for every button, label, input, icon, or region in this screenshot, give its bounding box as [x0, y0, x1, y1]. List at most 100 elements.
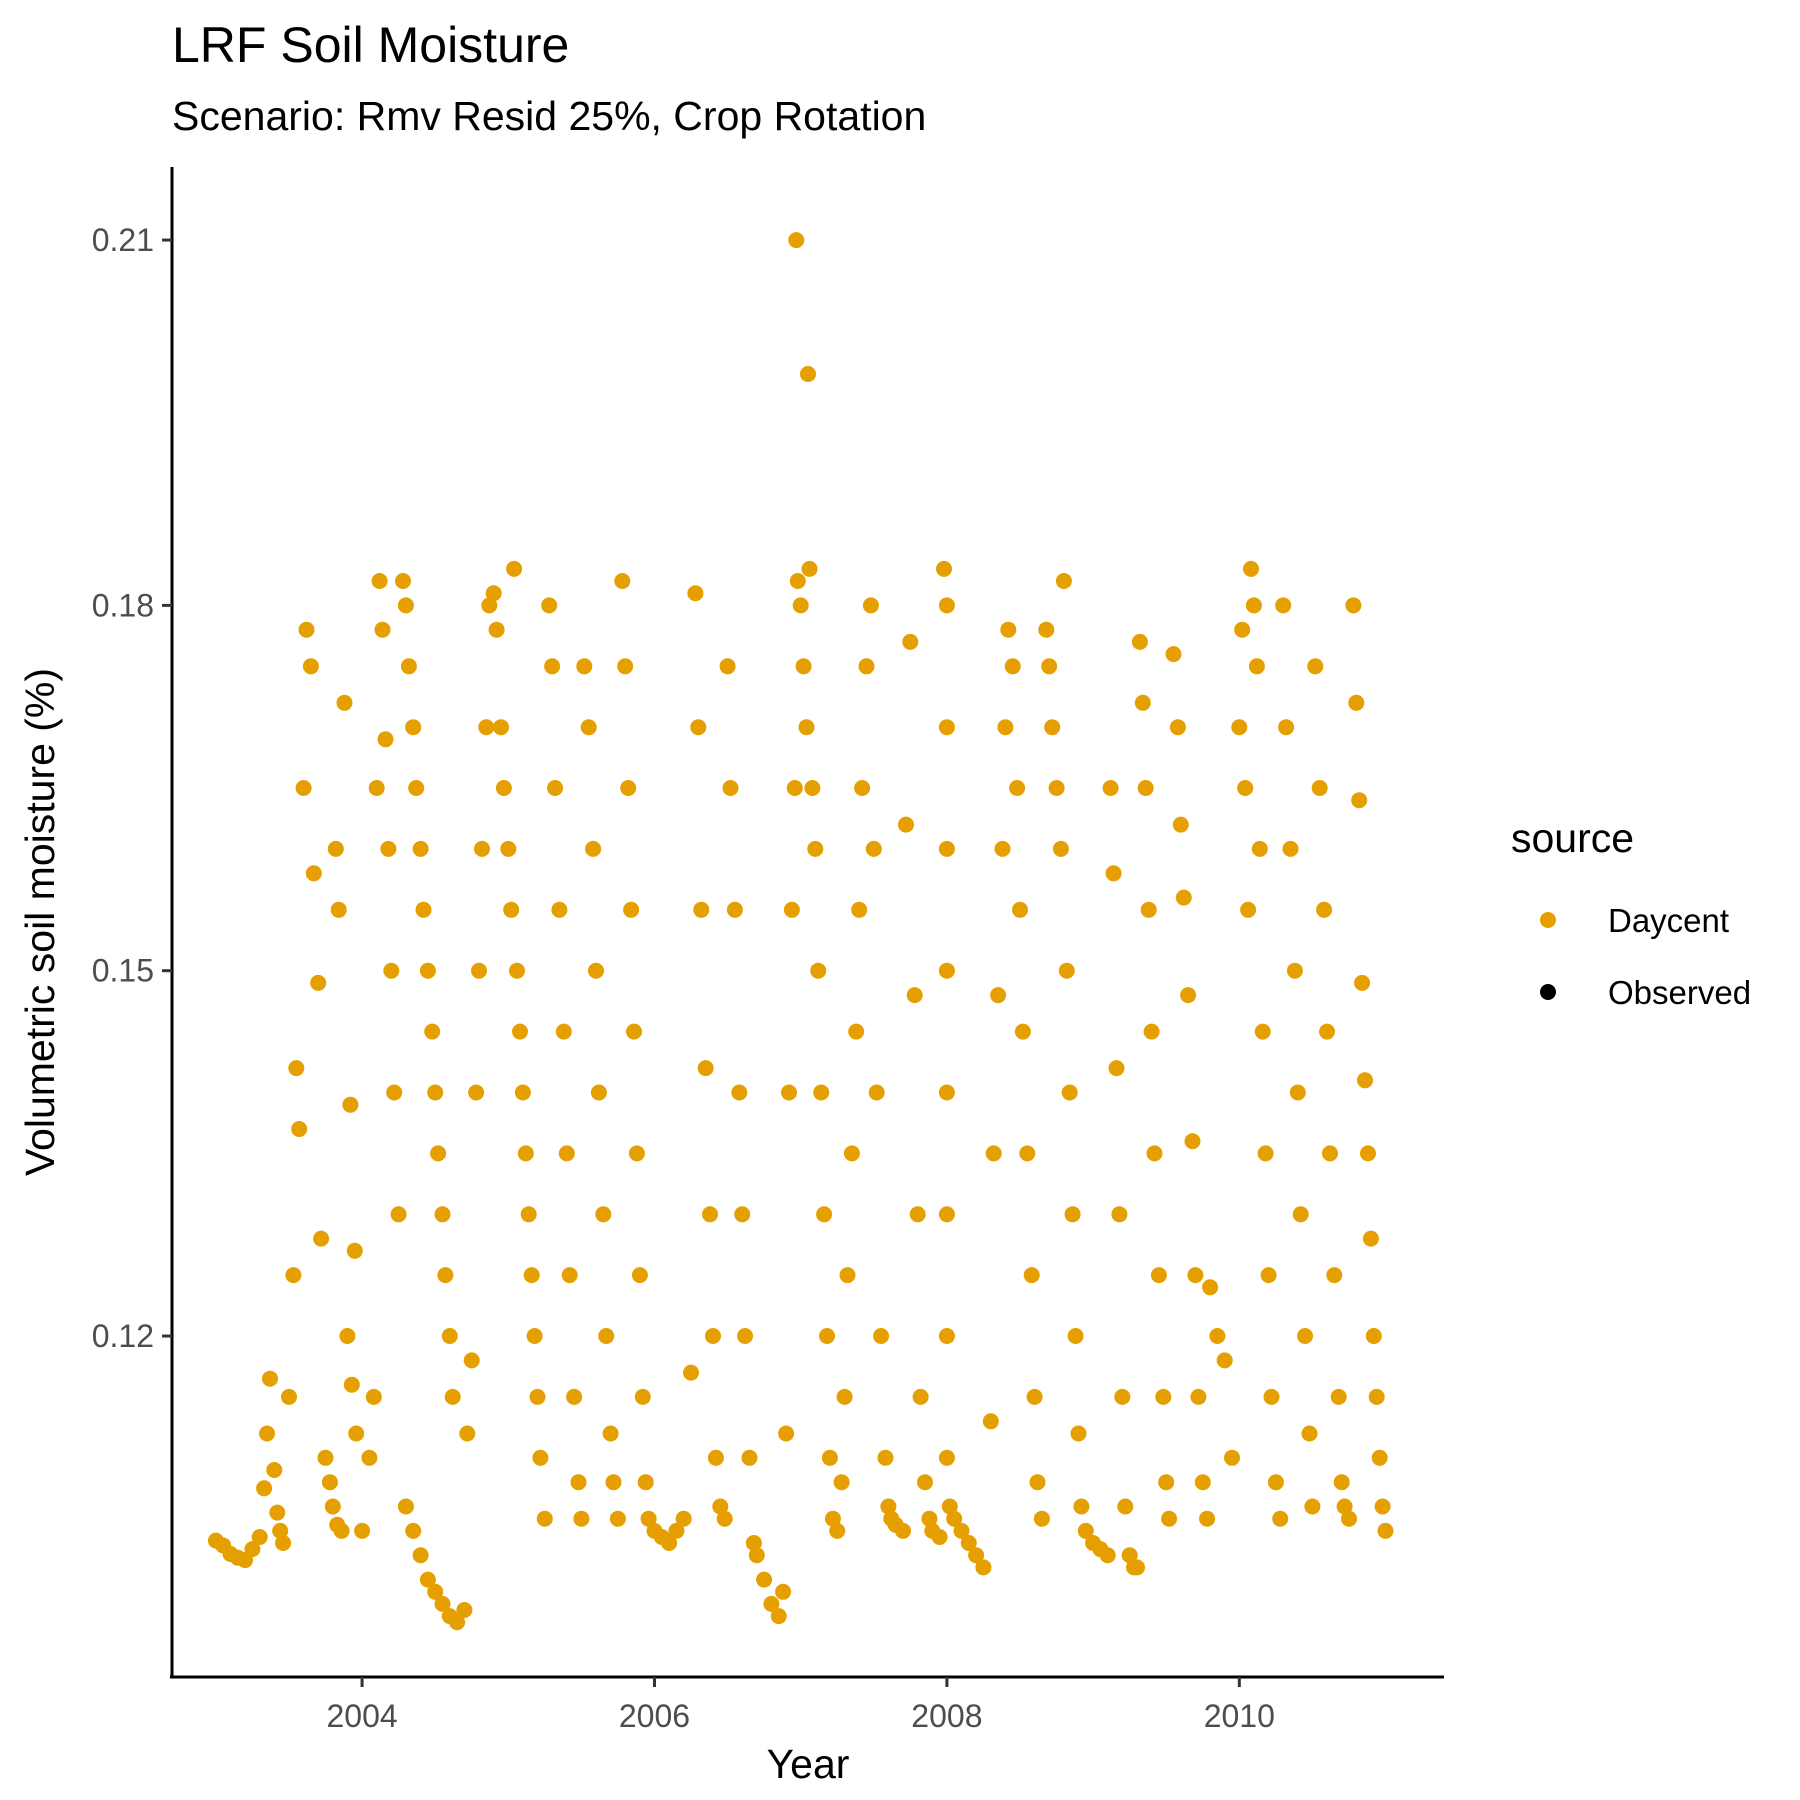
data-point-daycent-285 [1248, 658, 1265, 675]
data-point-daycent-57 [427, 1084, 444, 1101]
data-point-daycent-321 [1371, 1449, 1388, 1466]
data-point-daycent-85 [506, 560, 523, 577]
data-point-daycent-138 [707, 1449, 724, 1466]
chart-subtitle: Scenario: Rmv Resid 25%, Crop Rotation [172, 93, 926, 139]
data-point-daycent-241 [1073, 1498, 1090, 1515]
x-tick-label: 2008 [911, 1698, 982, 1734]
data-point-daycent-308 [1330, 1388, 1347, 1405]
data-point-daycent-10 [266, 1462, 283, 1478]
data-point-daycent-18 [295, 780, 312, 796]
data-point-daycent-226 [1023, 1267, 1040, 1284]
data-point-daycent-59 [434, 1206, 451, 1223]
data-point-daycent-42 [374, 621, 391, 638]
data-point-daycent-22 [310, 974, 327, 991]
data-point-daycent-150 [756, 1571, 773, 1588]
data-point-daycent-195 [912, 1388, 929, 1405]
data-point-daycent-208 [938, 1449, 955, 1466]
data-point-daycent-217 [990, 987, 1007, 1004]
data-point-daycent-8 [259, 1425, 275, 1442]
data-point-daycent-288 [1257, 1145, 1274, 1162]
data-point-daycent-151 [763, 1595, 780, 1612]
data-point-daycent-65 [412, 1547, 429, 1564]
data-point-daycent-246 [1102, 780, 1119, 796]
data-point-daycent-81 [493, 719, 509, 736]
data-point-daycent-124 [637, 1474, 654, 1491]
data-point-daycent-274 [1199, 1510, 1216, 1527]
data-point-daycent-54 [415, 901, 432, 918]
data-point-daycent-238 [1064, 1206, 1081, 1223]
data-point-daycent-34 [330, 901, 347, 918]
data-point-daycent-101 [558, 1145, 575, 1162]
data-point-daycent-52 [408, 780, 425, 796]
data-point-daycent-218 [994, 840, 1011, 857]
data-point-daycent-37 [346, 1242, 363, 1259]
data-point-daycent-71 [456, 1602, 473, 1618]
data-point-daycent-40 [368, 780, 385, 796]
data-point-daycent-212 [960, 1535, 977, 1551]
data-point-daycent-242 [1077, 1522, 1094, 1539]
data-point-daycent-61 [441, 1328, 458, 1344]
data-point-daycent-297 [1289, 1084, 1306, 1101]
data-point-daycent-183 [865, 840, 882, 857]
data-point-daycent-144 [731, 1084, 748, 1101]
data-point-daycent-289 [1260, 1267, 1277, 1284]
data-point-daycent-36 [342, 1096, 359, 1113]
data-point-daycent-148 [745, 1535, 762, 1551]
data-point-daycent-12 [272, 1522, 289, 1539]
data-point-daycent-322 [1374, 1498, 1391, 1515]
data-point-daycent-72 [459, 1425, 476, 1442]
data-point-daycent-24 [317, 1449, 334, 1466]
data-point-daycent-214 [975, 1559, 992, 1576]
data-point-daycent-196 [917, 1474, 933, 1491]
data-point-daycent-313 [1348, 694, 1365, 711]
data-point-daycent-152 [770, 1608, 787, 1625]
data-point-daycent-117 [617, 658, 634, 675]
data-point-daycent-181 [858, 658, 875, 675]
data-point-daycent-73 [463, 1352, 480, 1369]
data-point-daycent-157 [786, 780, 803, 796]
x-tick-label: 2006 [619, 1698, 690, 1734]
data-point-daycent-104 [570, 1474, 587, 1491]
data-point-daycent-129 [668, 1522, 685, 1539]
data-point-daycent-14 [281, 1388, 297, 1405]
data-point-daycent-116 [614, 573, 631, 589]
data-point-daycent-216 [985, 1145, 1002, 1162]
data-point-daycent-26 [324, 1498, 341, 1515]
data-point-daycent-119 [623, 901, 640, 918]
data-point-daycent-215 [982, 1413, 999, 1430]
data-point-daycent-74 [468, 1084, 485, 1101]
data-point-daycent-15 [285, 1267, 302, 1284]
data-point-daycent-314 [1351, 792, 1368, 809]
data-point-daycent-162 [798, 719, 815, 736]
data-point-daycent-62 [444, 1388, 461, 1405]
data-point-daycent-145 [734, 1206, 751, 1223]
data-point-daycent-260 [1146, 1145, 1163, 1162]
data-point-daycent-167 [810, 962, 827, 979]
y-tick-label: 0.12 [92, 1318, 154, 1354]
data-point-daycent-55 [419, 962, 436, 979]
data-point-daycent-140 [716, 1510, 733, 1527]
data-point-daycent-80 [488, 621, 505, 638]
data-point-daycent-46 [386, 1084, 403, 1101]
data-point-daycent-131 [683, 1364, 699, 1381]
data-point-daycent-232 [1044, 719, 1061, 736]
data-point-daycent-271 [1187, 1267, 1204, 1284]
data-point-daycent-141 [719, 658, 736, 675]
legend-label-observed: Observed [1608, 974, 1751, 1011]
data-point-daycent-219 [997, 719, 1014, 736]
data-point-daycent-316 [1357, 1072, 1373, 1089]
data-point-daycent-237 [1061, 1084, 1078, 1101]
data-point-daycent-98 [547, 780, 564, 796]
data-point-daycent-204 [938, 962, 955, 979]
data-point-daycent-184 [868, 1084, 885, 1101]
data-point-daycent-146 [737, 1328, 754, 1344]
data-point-daycent-76 [474, 840, 490, 857]
data-point-daycent-142 [722, 780, 739, 796]
data-point-daycent-251 [1117, 1498, 1134, 1515]
data-point-daycent-19 [298, 621, 315, 638]
data-point-daycent-302 [1307, 658, 1324, 675]
data-point-daycent-165 [804, 780, 821, 796]
y-axis-ticks: 0.12 0.15 0.18 0.21 [92, 222, 172, 1354]
data-point-daycent-173 [829, 1522, 846, 1539]
data-point-daycent-106 [576, 658, 593, 675]
